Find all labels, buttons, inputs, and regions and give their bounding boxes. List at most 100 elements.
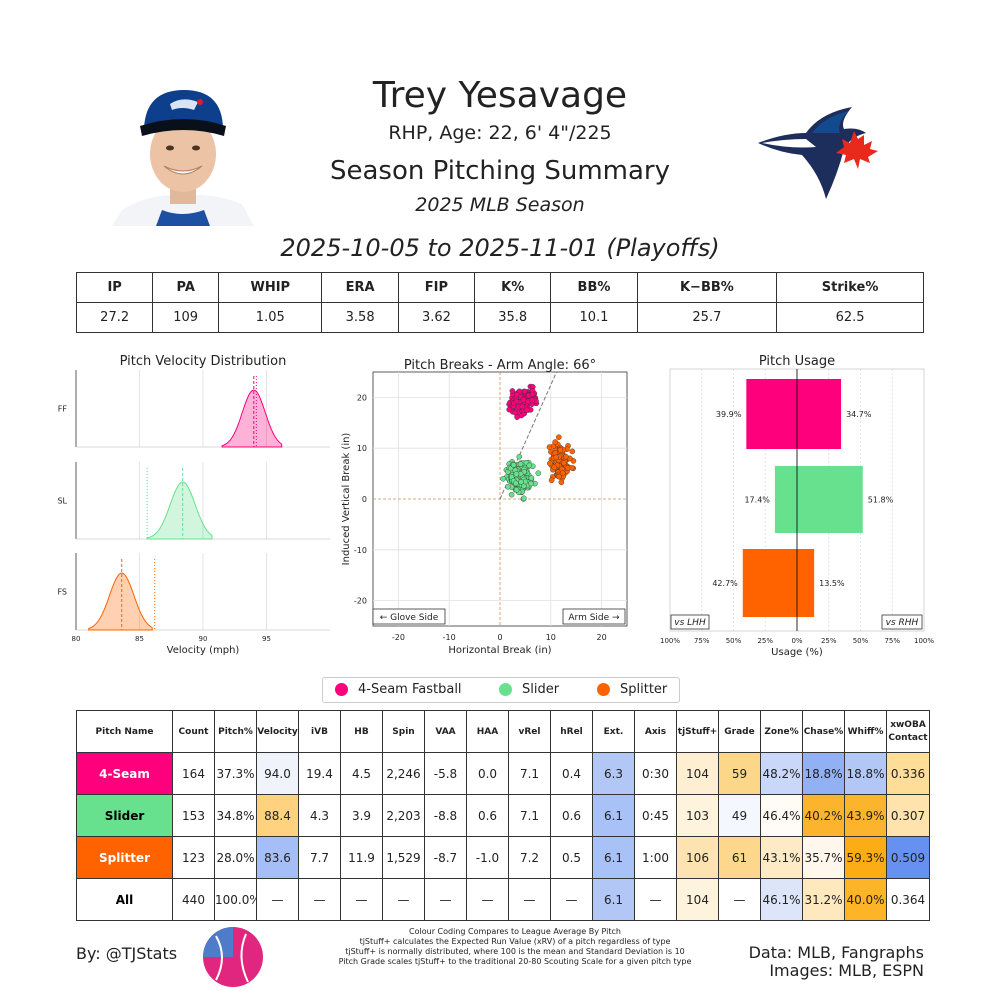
pitch-point: [508, 491, 515, 498]
velocity-panel-sl: SL: [57, 462, 330, 540]
pitch-table-row: 4-Seam 164 37.3% 94.0 19.4 4.5 2,246 -5.8 0.0 7.1…: [76, 752, 930, 795]
pitch-table-cell: 0:45: [634, 794, 677, 837]
break-series-1: [500, 453, 542, 502]
usage-label-rhh: 13.5%: [819, 579, 845, 588]
pitch-table-cell: 6.1: [592, 878, 635, 921]
pitch-table-cell: —: [298, 878, 341, 921]
pitch-point: [528, 480, 534, 487]
summary-stats-table: IP PA WHIP ERA FIP K% BB% K−BB% Strike% 27.2 109 1…: [75, 272, 924, 333]
arm-angle-line: [499, 371, 558, 500]
pitch-table-header-cell: Velocity: [256, 710, 299, 753]
pitch-table-cell: 40.0%: [844, 878, 887, 921]
pitch-table-cell: -8.7: [424, 836, 467, 879]
pitch-table-cell: 4.5: [340, 752, 383, 795]
stats-header-cell: Strike%: [776, 272, 924, 303]
pitch-point: [512, 480, 519, 487]
glove-side-box: [372, 608, 446, 625]
pitch-table-cell: 3.9: [340, 794, 383, 837]
velocity-density-fs: [88, 572, 153, 631]
stats-header-cell: WHIP: [218, 272, 323, 303]
pitch-table-cell: 7.1: [508, 752, 551, 795]
stats-header-cell: BB%: [550, 272, 638, 303]
vs-rhh-label: vs RHH: [886, 618, 919, 628]
pitch-table-cell: —: [634, 878, 677, 921]
usage-bar-lhh: [746, 379, 797, 449]
pitch-table-cell: 0.5: [550, 836, 593, 879]
pitch-table-header-cell: Chase%: [802, 710, 845, 753]
pitch-table-cell: 7.2: [508, 836, 551, 879]
pitch-table-cell: —: [718, 878, 761, 921]
usage-label-rhh: 34.7%: [846, 410, 872, 419]
pitch-table-header-cell: VAA: [424, 710, 467, 753]
stats-value-cell: 25.7: [636, 302, 778, 333]
usage-bar-rhh: [797, 466, 863, 533]
pitch-table-header-cell: Count: [172, 710, 215, 753]
break-x-tick: -10: [443, 633, 456, 642]
velocity-tick-label: 80: [72, 635, 81, 643]
pitch-table-cell: 2,203: [382, 794, 425, 837]
data-source-line: Data: MLB, Fangraphs: [748, 943, 924, 962]
footer-note-line: Colour Coding Compares to League Average…: [409, 927, 621, 936]
break-chart-title: Pitch Breaks - Arm Angle: 66°: [404, 358, 596, 373]
pitch-point: [521, 495, 527, 502]
pitch-point: [500, 476, 506, 482]
pitch-point: [523, 407, 530, 413]
pitch-table-cell: 0.6: [466, 794, 509, 837]
pitch-table-header-cell: Zone%: [760, 710, 803, 753]
tjstats-logo: [196, 922, 266, 992]
date-range: 2025-10-05 to 2025-11-01 (Playoffs): [280, 234, 720, 262]
pitch-legend: 4-Seam Fastball Slider Splitter: [322, 677, 680, 703]
pitch-table-cell: 37.3%: [214, 752, 257, 795]
usage-tick-label: 25%: [757, 637, 773, 645]
pitch-table-cell: 6.3: [592, 752, 635, 795]
pitch-table-cell: 6.1: [592, 836, 635, 879]
pitch-table-cell: 49: [718, 794, 761, 837]
pitch-table-cell: 83.6: [256, 836, 299, 879]
velocity-panel-label: FF: [58, 405, 68, 414]
stats-header-cell: K%: [474, 272, 552, 303]
pitch-table-cell: 0.6: [550, 794, 593, 837]
image-source-line: Images: MLB, ESPN: [769, 961, 924, 980]
velocity-density-ff: [221, 389, 283, 448]
pitch-name-cell: Slider: [76, 794, 173, 837]
velocity-panel-ff: FF: [58, 370, 330, 448]
stats-header-cell: PA: [152, 272, 220, 303]
break-x-tick: 20: [597, 633, 607, 642]
stats-value-cell: 3.62: [397, 302, 476, 333]
report-title: Season Pitching Summary: [329, 156, 671, 186]
pitch-point: [528, 475, 535, 481]
pitch-table-cell: 0.336: [886, 752, 930, 795]
pitch-table-header-cell: vRel: [508, 710, 551, 753]
pitch-point: [526, 462, 533, 469]
break-x-tick: 10: [546, 633, 556, 642]
pitch-table-cell: 153: [172, 794, 215, 837]
pitch-point: [529, 391, 536, 398]
velocity-panel-label: FS: [57, 588, 67, 597]
pitch-usage-chart: Pitch Usage 39.9% 34.7% 17.4% 51.8% 42.7% 13.5…: [660, 354, 934, 658]
break-y-tick: 20: [357, 393, 367, 402]
pitch-table-cell: 0.509: [886, 836, 930, 879]
glove-side-label: ← Glove Side: [380, 613, 439, 623]
pitch-table-cell: —: [256, 878, 299, 921]
stats-header-cell: ERA: [321, 272, 399, 303]
legend-swatch-slider: [499, 683, 512, 696]
pitch-table-header-cell: Pitch%: [214, 710, 257, 753]
pitch-table-cell: 61: [718, 836, 761, 879]
usage-label-lhh: 39.9%: [716, 410, 742, 419]
velocity-chart-title: Pitch Velocity Distribution: [120, 354, 287, 369]
pitch-table-header-cell: iVB: [298, 710, 341, 753]
pitch-point: [548, 477, 555, 484]
pitch-point: [555, 434, 562, 440]
pitch-table-cell: 440: [172, 878, 215, 921]
break-x-tick: 0: [497, 633, 502, 642]
pitch-table-cell: 94.0: [256, 752, 299, 795]
usage-label-rhh: 51.8%: [868, 496, 894, 505]
pitch-table-header-cell: HAA: [466, 710, 509, 753]
stats-value-cell: 1.05: [218, 302, 323, 333]
pitch-table-header-cell: Spin: [382, 710, 425, 753]
usage-tick-label: 25%: [821, 637, 837, 645]
pitch-point: [513, 471, 520, 477]
break-y-tick: 10: [357, 444, 367, 453]
pitch-table-cell: 11.9: [340, 836, 383, 879]
pitch-point: [529, 397, 535, 404]
